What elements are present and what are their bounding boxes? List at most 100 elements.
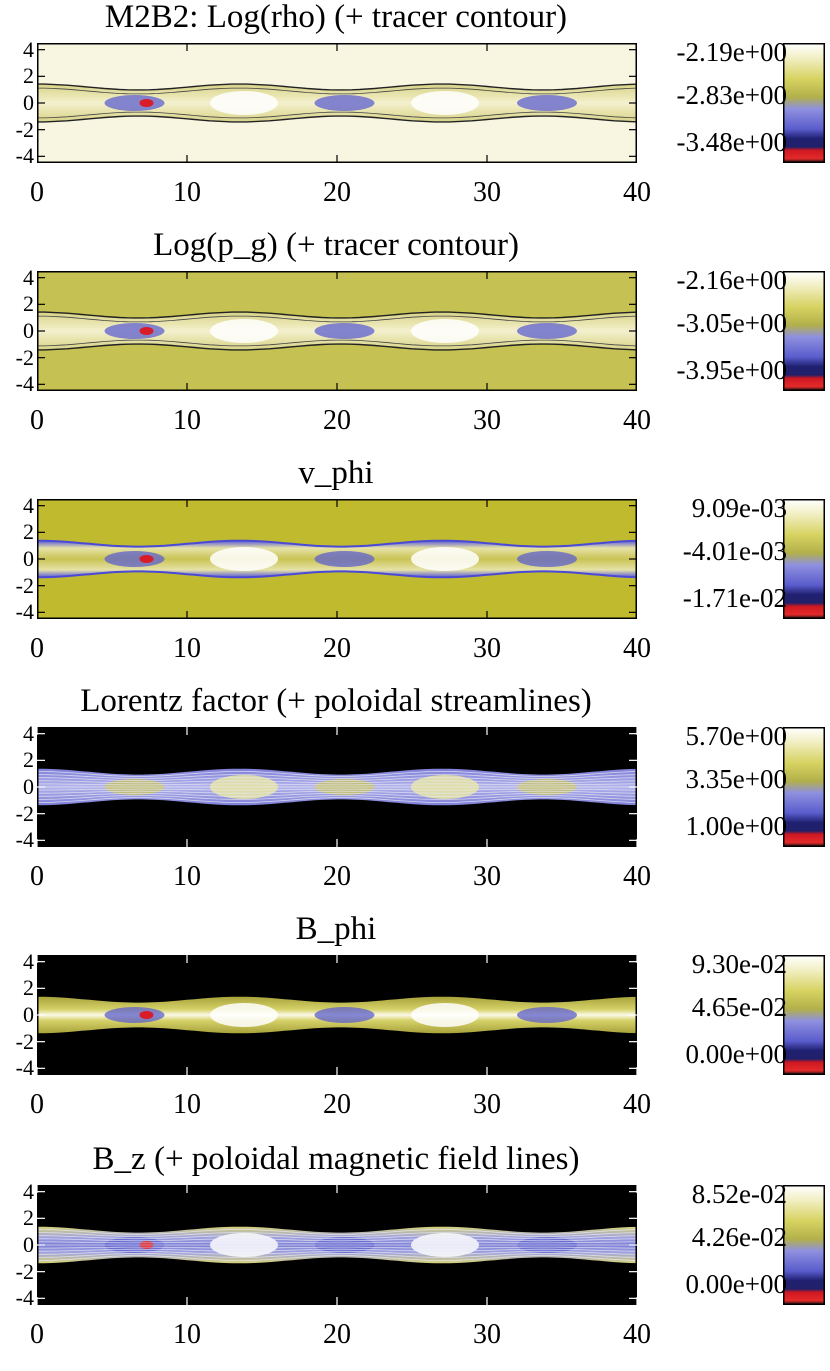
colorbar (783, 499, 825, 619)
x-tick-label: 10 (173, 405, 201, 436)
x-tick-label: 30 (473, 1319, 501, 1350)
colorbar-label: 8.52e-02 (691, 1179, 787, 1209)
x-tick-label: 20 (323, 1089, 351, 1120)
y-tick-label: 2 (23, 63, 34, 89)
heatmap-plot (37, 1185, 637, 1305)
streamline (37, 790, 637, 794)
jet-knot (411, 547, 479, 571)
jet-feature (104, 323, 165, 339)
x-tick-label: 0 (30, 861, 44, 892)
y-tick-label: -2 (15, 800, 34, 826)
colorbar (783, 955, 825, 1075)
colorbar-label: 9.30e-02 (691, 949, 787, 979)
tracer-contour (37, 87, 637, 95)
colorbar-gradient (783, 955, 825, 1075)
streamline (37, 1235, 637, 1240)
y-tick-label: 0 (23, 546, 34, 571)
streamline (37, 788, 637, 791)
y-tick-label: 4 (23, 720, 34, 746)
jet-knot (210, 319, 278, 343)
streamline (37, 771, 637, 777)
colorbar-label: 4.65e-02 (691, 992, 787, 1022)
jet-feature (104, 95, 165, 111)
colorbar (783, 1185, 825, 1305)
y-tick-label: 0 (23, 1002, 34, 1027)
y-tick-label: 2 (23, 291, 34, 317)
shear-layer (37, 539, 637, 548)
jet-feature (517, 95, 577, 111)
y-tick-label: 2 (23, 975, 34, 1001)
y-tick-label: 2 (23, 519, 34, 545)
jet-minimum-spot (139, 327, 154, 335)
colorbar (783, 43, 825, 163)
colorbar-label: 1.00e+00 (685, 811, 787, 841)
y-tick-label: -2 (15, 1028, 34, 1054)
tracer-contour (37, 315, 637, 323)
chart-title: B_z (+ poloidal magnetic field lines) (92, 1141, 580, 1177)
colorbar-label: -2.83e+00 (676, 80, 787, 110)
y-tick-label: 4 (23, 1178, 34, 1204)
heatmap-plot (37, 727, 637, 847)
chart-title: v_phi (298, 455, 374, 491)
jet-feature (314, 95, 375, 111)
y-tick-label: 0 (23, 90, 34, 115)
streamline (37, 792, 637, 797)
x-tick-label: 30 (473, 633, 501, 664)
y-tick-label: -4 (15, 143, 34, 169)
jet-knot (411, 1003, 479, 1027)
chart-panel: B_phi 4 2 0 -2 -4 0 10 20 30 40 9.30e-02 4.65e-02 0.0… (0, 911, 830, 1140)
x-tick-label: 40 (623, 633, 651, 664)
colorbar-label: -3.95e+00 (676, 355, 787, 385)
x-tick-label: 20 (323, 1319, 351, 1350)
y-tick-label: 0 (23, 318, 34, 343)
y-tick-label: -4 (15, 1055, 34, 1081)
chart-panel: Lorentz factor (+ poloidal streamlines) 4… (0, 683, 830, 912)
x-tick-label: 20 (323, 405, 351, 436)
chart-title: B_phi (295, 911, 377, 947)
colorbar-label: 5.70e+00 (685, 721, 787, 751)
streamline (37, 777, 637, 782)
y-tick-label: 4 (23, 264, 34, 290)
x-tick-label: 0 (30, 633, 44, 664)
y-tick-label: 0 (23, 1232, 34, 1257)
x-tick-label: 30 (473, 405, 501, 436)
x-tick-label: 10 (173, 1089, 201, 1120)
colorbar-gradient (783, 271, 825, 391)
jet-knot (210, 1003, 278, 1027)
streamline (37, 1246, 637, 1249)
streamline (37, 797, 637, 803)
y-tick-label: 0 (23, 774, 34, 799)
y-tick-label: -2 (15, 572, 34, 598)
colorbar-label: 0.00e+00 (685, 1269, 787, 1299)
y-tick-label: -2 (15, 116, 34, 142)
jet-feature (104, 551, 165, 567)
y-tick-label: 4 (23, 492, 34, 518)
jet-knot (411, 319, 479, 343)
heatmap-plot (37, 499, 637, 619)
streamline (37, 1248, 637, 1252)
chart-title: Log(p_g) (+ tracer contour) (153, 227, 519, 263)
jet-feature (517, 1007, 577, 1023)
streamline (37, 1238, 637, 1242)
jet-feature (314, 1007, 375, 1023)
tracer-contour (37, 311, 637, 319)
shear-layer (37, 570, 637, 579)
x-tick-label: 30 (473, 1089, 501, 1120)
y-tick-label: 2 (23, 1205, 34, 1231)
y-tick-label: -4 (15, 599, 34, 625)
streamline (37, 1250, 637, 1255)
colorbar-label: -1.71e-02 (682, 583, 787, 613)
jet-knot (210, 91, 278, 115)
x-tick-label: 20 (323, 861, 351, 892)
y-tick-label: 4 (23, 36, 34, 62)
chart-panel: Log(p_g) (+ tracer contour) 4 2 0 -2 -4 0 10 20 3… (0, 227, 830, 456)
colorbar-gradient (783, 1185, 825, 1305)
x-tick-label: 10 (173, 633, 201, 664)
x-tick-label: 10 (173, 861, 201, 892)
chart-panel: M2B2: Log(rho) (+ tracer contour) 4 2 0 -2 -4… (0, 0, 830, 228)
jet-minimum-spot (139, 99, 154, 107)
x-tick-label: 30 (473, 861, 501, 892)
x-tick-label: 40 (623, 1319, 651, 1350)
colorbar (783, 727, 825, 847)
heatmap-plot (37, 271, 637, 391)
